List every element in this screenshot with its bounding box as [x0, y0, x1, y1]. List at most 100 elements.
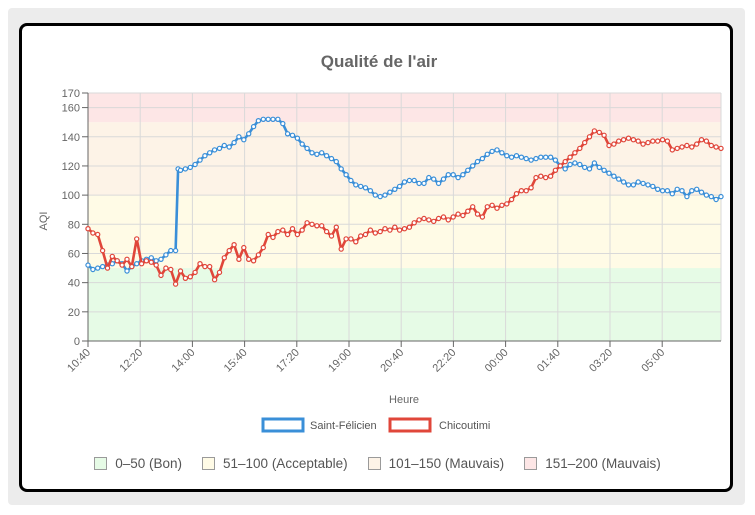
series-1-point-51 — [333, 224, 339, 230]
series-1-point-91 — [528, 185, 534, 191]
series-0-point-65 — [396, 183, 403, 190]
series-1-point-61 — [382, 225, 388, 232]
legend-swatch-0 — [261, 417, 305, 433]
series-0-point-93 — [533, 155, 539, 162]
series-0-point-113 — [630, 182, 637, 188]
series-0-point-108 — [606, 170, 612, 176]
series-1-point-66 — [406, 224, 413, 230]
series-1-point-107 — [606, 142, 612, 149]
band-swatch-acceptable — [202, 456, 216, 470]
series-0-point-54 — [343, 171, 349, 178]
series-1-point-10 — [133, 236, 140, 242]
band-label-very-bad: 151–200 (Mauvais) — [545, 455, 661, 471]
series-1-point-45 — [304, 220, 310, 226]
series-1-point-99 — [567, 154, 573, 160]
y-tick-label-7: 140 — [62, 132, 80, 144]
series-1-point-111 — [625, 135, 632, 141]
series-0-point-28 — [216, 145, 223, 152]
series-0-point-100 — [567, 161, 573, 168]
y-tick-label-1: 20 — [68, 307, 80, 319]
series-0-point-24 — [197, 157, 203, 163]
series-0-point-39 — [270, 116, 276, 123]
band-legend-acceptable: 51–100 (Acceptable) — [202, 456, 348, 471]
series-1-point-102 — [582, 139, 588, 146]
series-1-point-90 — [523, 187, 529, 194]
series-0-point-61 — [377, 193, 383, 200]
series-0-point-3 — [99, 263, 106, 270]
series-1-point-81 — [479, 214, 486, 220]
series-0-point-18 — [172, 247, 179, 254]
series-0-point-120 — [664, 187, 671, 194]
series-1-point-124 — [689, 144, 695, 150]
series-1-point-127 — [703, 138, 710, 144]
series-1-point-72 — [435, 215, 442, 222]
series-0-point-37 — [260, 116, 266, 123]
series-1-point-54 — [348, 236, 354, 242]
series-1-point-26 — [211, 277, 218, 283]
series-0-point-59 — [367, 187, 374, 194]
series-0-point-51 — [328, 155, 335, 162]
series-1-point-118 — [659, 136, 666, 143]
series-0-point-23 — [192, 161, 198, 168]
series-0-point-97 — [552, 157, 559, 163]
series-0-point-82 — [479, 155, 486, 162]
series-1-point-71 — [431, 218, 437, 225]
series-0-point-27 — [211, 147, 218, 153]
series-0-point-69 — [416, 180, 422, 187]
series-1-point-6 — [114, 258, 120, 264]
series-1-point-110 — [620, 136, 627, 143]
series-1-point-23 — [197, 261, 203, 267]
series-0-point-26 — [206, 150, 213, 156]
series-1-point-78 — [465, 208, 471, 214]
series-1-point-46 — [309, 221, 315, 227]
series-1-point-20 — [182, 275, 189, 281]
series-1-point-48 — [319, 223, 325, 229]
series-0-point-79 — [465, 167, 471, 173]
band-legend-very-bad: 151–200 (Mauvais) — [524, 456, 661, 471]
series-1-point-88 — [513, 190, 520, 197]
series-1-point-37 — [265, 231, 271, 238]
series-0-point-66 — [401, 179, 408, 185]
series-1-point-101 — [577, 145, 583, 152]
series-0-point-80 — [470, 163, 476, 169]
series-1-point-13 — [148, 259, 154, 265]
series-0-point-22 — [187, 164, 193, 171]
series-0-point-131 — [718, 193, 724, 200]
series-0-point-43 — [289, 132, 296, 138]
series-1-point-74 — [445, 217, 451, 223]
series-1-point-109 — [616, 138, 622, 144]
series-0-point-90 — [518, 154, 525, 160]
series-1-point-8 — [124, 256, 130, 262]
series-1-point-83 — [489, 202, 495, 208]
y-tick-label-2: 40 — [68, 278, 80, 290]
series-1-point-11 — [138, 261, 145, 267]
series-0-point-31 — [231, 139, 237, 146]
series-0-point-2 — [94, 265, 101, 271]
series-1-point-86 — [504, 201, 510, 207]
series-0-point-91 — [523, 155, 529, 162]
band-label-good: 0–50 (Bon) — [115, 455, 183, 471]
series-1-point-114 — [640, 141, 646, 147]
x-tick-label-3: 15:40 — [222, 347, 250, 375]
series-0-point-127 — [698, 189, 705, 195]
series-0-point-60 — [372, 192, 378, 198]
series-0-point-40 — [275, 116, 281, 123]
series-0-point-33 — [241, 136, 247, 143]
series-0-point-94 — [538, 154, 544, 160]
series-1-point-92 — [533, 174, 539, 181]
series-1-point-57 — [362, 231, 369, 238]
x-tick-label-9: 01:40 — [535, 347, 563, 375]
series-1-point-104 — [591, 128, 598, 134]
series-0-point-58 — [362, 185, 369, 191]
series-1-point-5 — [109, 253, 116, 260]
series-1-point-25 — [206, 263, 213, 270]
series-1-point-29 — [226, 247, 232, 254]
y-tick-label-6: 120 — [62, 161, 80, 173]
series-1-point-24 — [202, 263, 208, 270]
chart-title: Qualité de l'air — [321, 52, 438, 71]
series-0-point-114 — [635, 179, 641, 185]
y-tick-label-8: 160 — [62, 103, 80, 115]
series-1-point-75 — [450, 214, 456, 220]
series-1-point-112 — [630, 136, 637, 143]
